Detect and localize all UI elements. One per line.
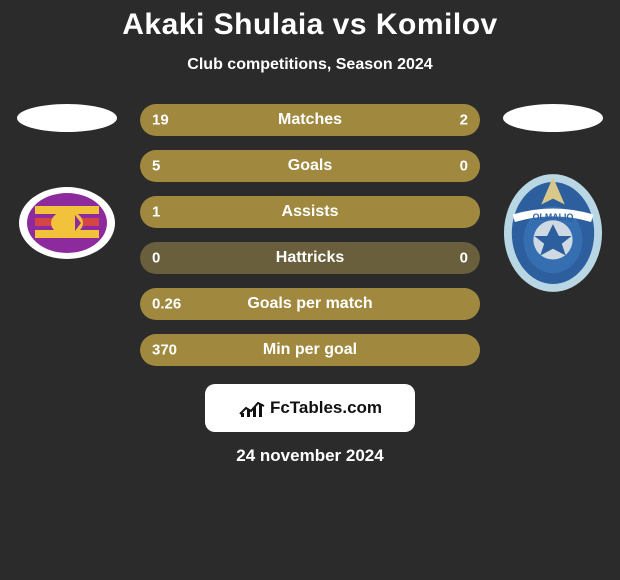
stat-bar: 1 Assists bbox=[140, 196, 480, 228]
comparison-bars: 19 2 Matches 5 0 Goals 1 Assists 0 0 Hattricks 0.26… bbox=[140, 104, 480, 366]
stat-label: Matches bbox=[278, 111, 342, 129]
page-title: Akaki Shulaia vs Komilov bbox=[0, 8, 620, 42]
stat-value-left: 1 bbox=[152, 204, 160, 221]
stat-value-right: 2 bbox=[460, 112, 468, 129]
photo-placeholder-left bbox=[17, 104, 117, 132]
stat-bar: 0 0 Hattricks bbox=[140, 242, 480, 274]
stat-bar: 19 2 Matches bbox=[140, 104, 480, 136]
fctables-logo-icon bbox=[238, 398, 266, 418]
club-crest-right: OLMALIQ bbox=[502, 168, 604, 298]
svg-text:OLMALIQ: OLMALIQ bbox=[533, 212, 574, 222]
page-subtitle: Club competitions, Season 2024 bbox=[0, 56, 620, 74]
stat-value-left: 370 bbox=[152, 342, 177, 359]
stat-label: Goals bbox=[288, 157, 332, 175]
stat-label: Goals per match bbox=[247, 295, 372, 313]
stat-bar: 5 0 Goals bbox=[140, 150, 480, 182]
stat-value-left: 19 bbox=[152, 112, 169, 129]
player-right-column: OLMALIQ bbox=[498, 104, 608, 298]
stat-label: Min per goal bbox=[263, 341, 357, 359]
stat-value-right: 0 bbox=[460, 158, 468, 175]
stat-value-left: 0.26 bbox=[152, 296, 181, 313]
stat-value-left: 0 bbox=[152, 250, 160, 267]
stat-bar: 0.26 Goals per match bbox=[140, 288, 480, 320]
club-crest-left bbox=[16, 168, 118, 278]
stat-bar: 370 Min per goal bbox=[140, 334, 480, 366]
photo-placeholder-right bbox=[503, 104, 603, 132]
player-left-column bbox=[12, 104, 122, 278]
brand-badge[interactable]: FcTables.com bbox=[205, 384, 415, 432]
brand-text: FcTables.com bbox=[270, 398, 382, 418]
stat-value-left: 5 bbox=[152, 158, 160, 175]
stat-label: Assists bbox=[282, 203, 339, 221]
date-text: 24 november 2024 bbox=[0, 446, 620, 466]
stat-label: Hattricks bbox=[276, 249, 344, 267]
stat-value-right: 0 bbox=[460, 250, 468, 267]
